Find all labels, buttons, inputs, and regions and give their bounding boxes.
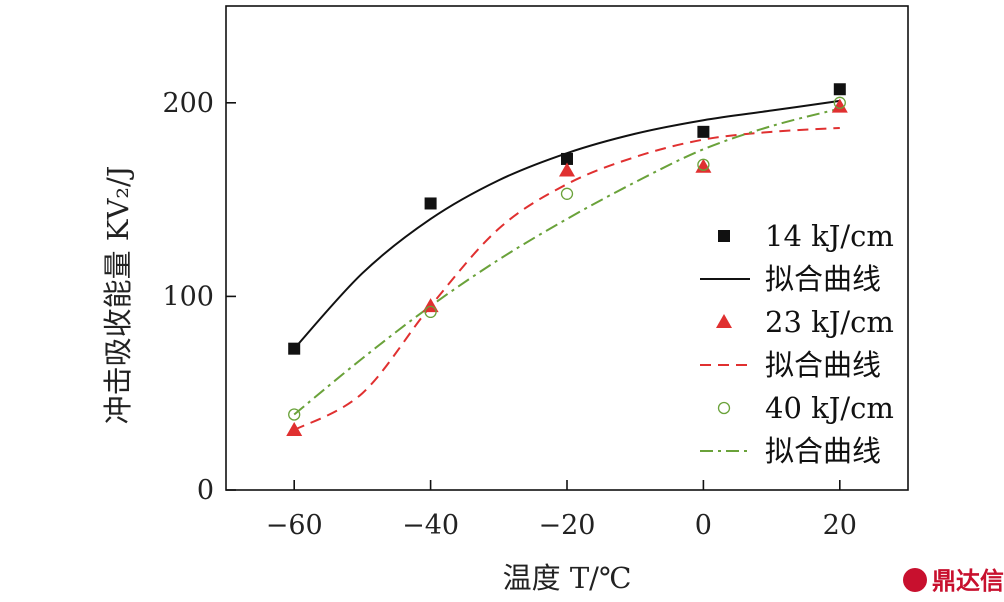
data-point-triangle: [286, 421, 303, 436]
data-point-square: [697, 125, 710, 138]
x-tick-label: 0: [695, 510, 712, 541]
watermark-icon: [903, 568, 927, 592]
data-point-circle: [424, 305, 437, 319]
data-point-square: [561, 152, 573, 165]
legend-swatch-marker: [717, 401, 731, 415]
data-point-triangle: [831, 98, 848, 113]
data-point-circle: [288, 408, 301, 421]
watermark-text: 鼎达信: [932, 567, 1004, 595]
x-axis-label: 温度 T/℃: [503, 561, 632, 595]
legend-swatch-marker: [716, 314, 732, 328]
legend-label: 40 kJ/cm: [765, 391, 894, 425]
x-tick-label: 20: [823, 510, 857, 541]
fit-curve-dashed: [293, 126, 840, 431]
legend-swatch-marker: [718, 230, 730, 242]
fit-curve-dashdot: [293, 107, 841, 416]
x-tick-label: −40: [402, 510, 459, 541]
y-tick-label: 200: [162, 88, 214, 119]
legend-label: 拟合曲线: [765, 348, 881, 382]
data-point-square: [424, 197, 437, 210]
x-tick-label: −20: [539, 510, 596, 541]
legend-label: 拟合曲线: [765, 434, 881, 468]
data-point-square: [288, 342, 301, 355]
y-tick-label: 0: [197, 475, 214, 506]
data-point-square: [833, 83, 846, 96]
legend-label: 拟合曲线: [765, 262, 881, 296]
x-tick-label: −60: [266, 510, 323, 541]
fit-curve-solid: [293, 99, 840, 350]
legend-label: 14 kJ/cm: [765, 219, 894, 253]
data-point-triangle: [559, 162, 575, 177]
y-tick-label: 100: [162, 281, 214, 312]
data-point-circle: [697, 158, 710, 171]
legend-label: 23 kJ/cm: [765, 305, 894, 339]
watermark-logo: 鼎达信: [903, 567, 1004, 595]
y-axis-label: 冲击吸收能量 KV₂/J: [101, 166, 135, 425]
data-point-circle: [560, 187, 574, 200]
data-point-circle: [833, 96, 846, 109]
